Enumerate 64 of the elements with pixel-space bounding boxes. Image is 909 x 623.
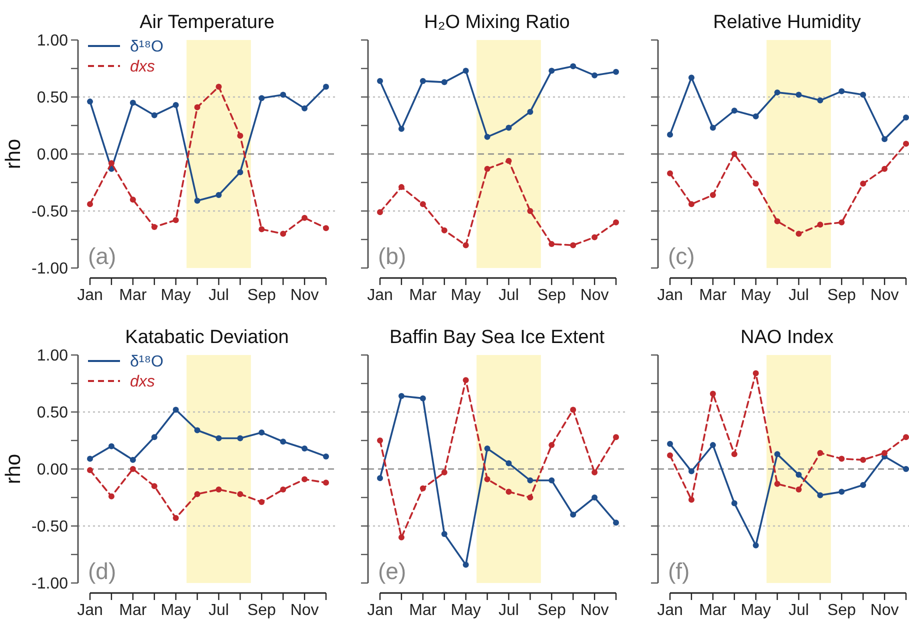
y-tick-label: -0.50	[32, 518, 68, 536]
x-tick-label: May	[450, 287, 481, 304]
x-tick-label: Nov	[580, 287, 609, 304]
y-tick-label: 1.00	[36, 32, 68, 50]
legend-label: dxs	[130, 374, 155, 391]
x-tick-label: May	[160, 602, 191, 619]
x-tick-label: Jan	[657, 602, 683, 619]
y-tick-label: 0.00	[36, 146, 68, 164]
y-tick-label: 0.50	[36, 90, 68, 107]
x-tick-label: Sep	[247, 287, 276, 304]
x-tick-label: Mar	[409, 287, 438, 304]
chart-title: H₂O Mixing Ratio	[424, 12, 570, 33]
x-tick-label: Mar	[699, 602, 728, 619]
x-tick-label: Mar	[409, 602, 438, 619]
x-tick-label: May	[740, 602, 771, 619]
x-tick-label: Nov	[290, 287, 319, 304]
x-tick-label: Jan	[367, 287, 393, 304]
x-tick-label: Mar	[119, 287, 148, 304]
chart-title: NAO Index	[740, 327, 834, 348]
y-axis-title: rho	[2, 454, 25, 484]
y-tick-label: 0.00	[36, 462, 68, 479]
y-tick-label: -0.50	[32, 204, 68, 221]
x-tick-label: Jan	[77, 287, 103, 304]
legend-label: δ¹⁸O	[130, 354, 164, 371]
y-tick-label: -1.00	[32, 260, 68, 278]
x-tick-label: Nov	[290, 602, 319, 619]
x-tick-label: Mar	[699, 287, 728, 304]
annotation: (c)	[668, 243, 695, 269]
y-tick-label: 1.00	[36, 348, 68, 365]
x-tick-label: Jul	[208, 602, 229, 619]
annotation: (d)	[88, 558, 116, 584]
y-tick-label: 0.50	[36, 404, 68, 422]
annotation: (b)	[378, 243, 406, 269]
legend-label: dxs	[130, 58, 155, 76]
x-tick-label: May	[740, 287, 771, 304]
x-tick-label: Jul	[208, 287, 229, 304]
annotation: (e)	[378, 558, 406, 584]
x-tick-label: Sep	[827, 287, 856, 304]
x-tick-label: Nov	[870, 602, 899, 619]
x-tick-label: May	[160, 287, 191, 304]
annotation: (a)	[88, 243, 116, 269]
x-tick-label: Sep	[537, 602, 566, 619]
x-tick-label: Jul	[788, 602, 809, 619]
annotation: (f)	[668, 558, 690, 584]
chart-title: Baffin Bay Sea Ice Extent	[389, 327, 606, 348]
x-tick-label: Mar	[119, 602, 148, 619]
chart-title: Air Temperature	[140, 12, 274, 33]
x-tick-label: Jul	[788, 287, 809, 304]
x-tick-label: Sep	[247, 602, 276, 619]
chart-title: Katabatic Deviation	[125, 327, 289, 348]
x-tick-label: Nov	[580, 602, 609, 619]
legend-label: δ¹⁸O	[130, 38, 164, 56]
x-tick-label: Nov	[870, 287, 899, 304]
x-tick-label: Sep	[827, 602, 856, 619]
x-tick-label: Jul	[498, 287, 519, 304]
x-tick-label: May	[450, 602, 481, 619]
x-tick-label: Jul	[498, 602, 519, 619]
y-axis-title: rho	[2, 138, 25, 170]
x-tick-label: Sep	[537, 287, 566, 304]
x-tick-label: Jan	[367, 602, 393, 619]
y-tick-label: -1.00	[32, 576, 68, 593]
x-tick-label: Jan	[657, 287, 683, 304]
x-tick-label: Jan	[77, 602, 103, 619]
chart-title: Relative Humidity	[713, 12, 862, 33]
